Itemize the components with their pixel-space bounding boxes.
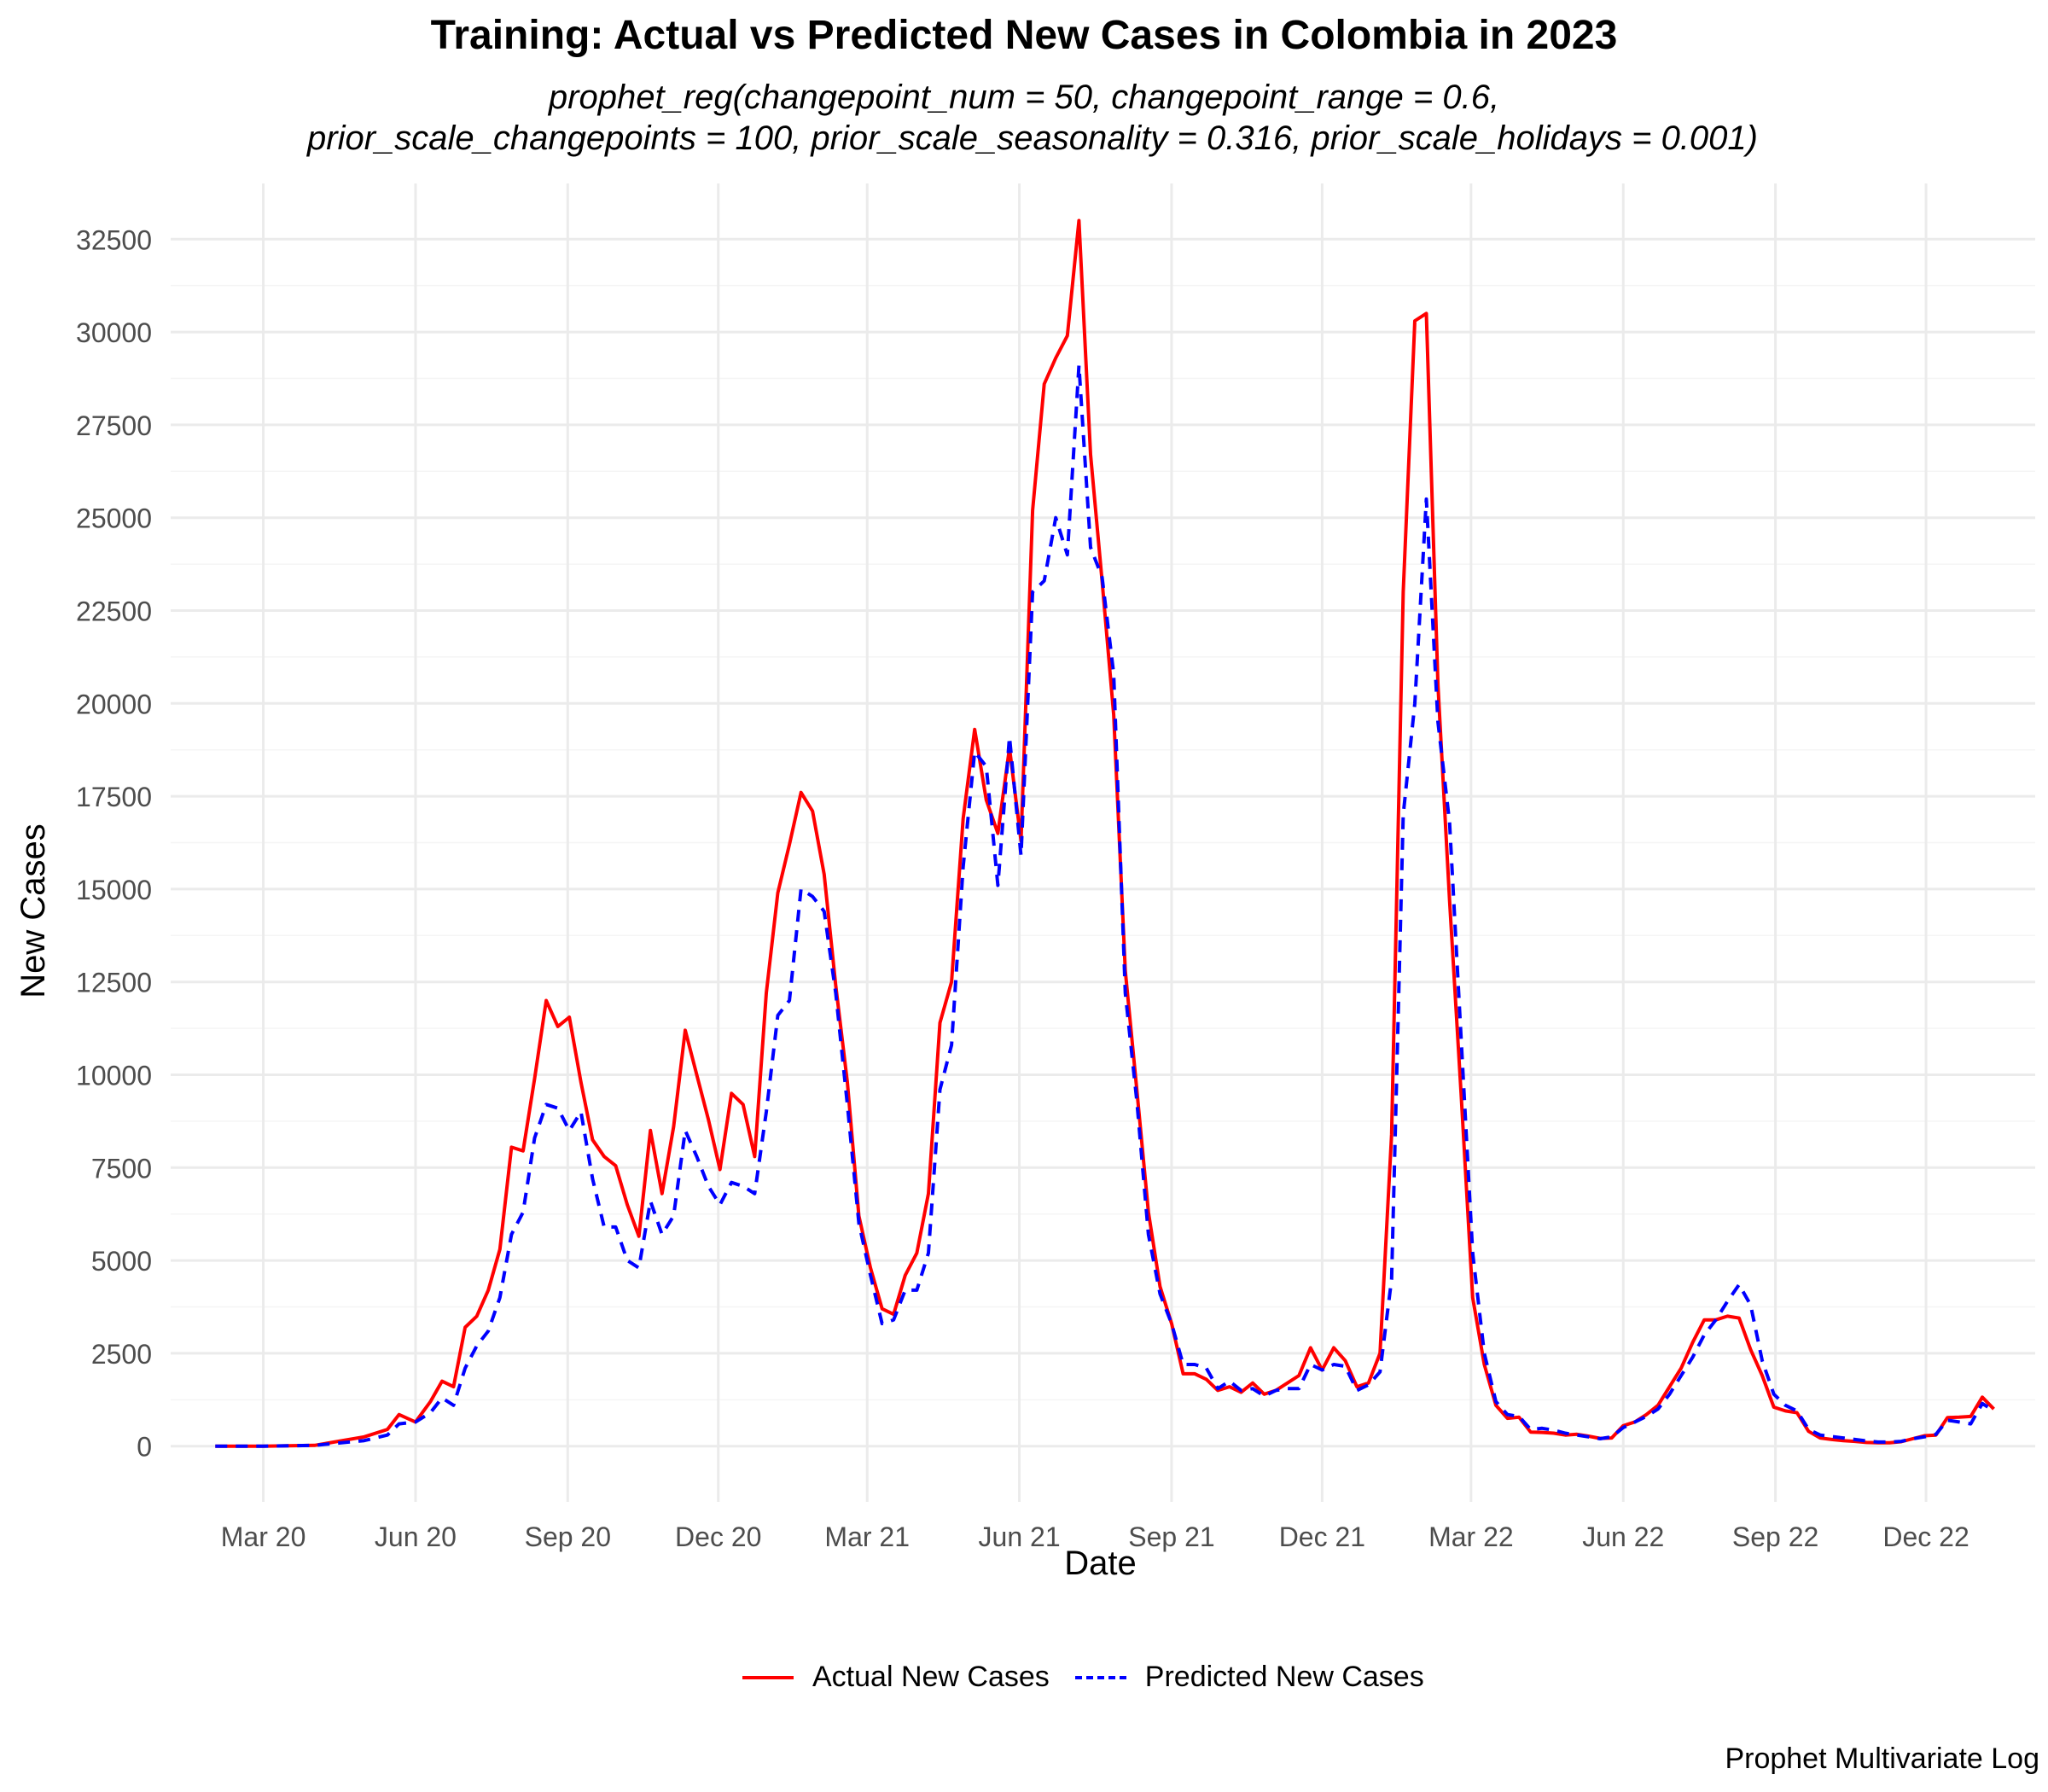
y-tick-label: 27500 [76, 410, 152, 441]
x-tick-label: Sep 22 [1732, 1521, 1818, 1552]
chart-subtitle-line2: prior_scale_changepoints = 100, prior_sc… [307, 119, 1758, 157]
x-tick-label: Dec 21 [1279, 1521, 1365, 1552]
y-axis-title: New Cases [15, 823, 52, 998]
x-tick-label: Dec 20 [675, 1521, 761, 1552]
x-tick-label: Mar 20 [221, 1521, 306, 1552]
x-tick-label: Mar 21 [824, 1521, 910, 1552]
series-predicted-line [215, 364, 1995, 1448]
y-tick-label: 10000 [76, 1061, 152, 1091]
legend-item-predicted: Predicted New Cases [1074, 1661, 1424, 1694]
x-axis-title: Date [1064, 1545, 1137, 1582]
y-tick-label: 15000 [76, 875, 152, 905]
x-tick-label: Jun 20 [375, 1521, 457, 1552]
chart-caption: Prophet Multivariate Log [1725, 1743, 2039, 1775]
chart-title: Training: Actual vs Predicted New Cases … [430, 13, 1618, 58]
x-tick-label: Jun 22 [1582, 1521, 1664, 1552]
y-tick-label: 22500 [76, 596, 152, 626]
y-tick-label: 12500 [76, 968, 152, 998]
chart-subtitle-line1: prophet_reg(changepoint_num = 50, change… [548, 79, 1500, 116]
series-actual-line [215, 218, 1995, 1448]
legend-item-actual: Actual New Cases [742, 1661, 1050, 1694]
y-tick-label: 30000 [76, 317, 152, 348]
x-tick-label: Sep 21 [1128, 1521, 1214, 1552]
y-tick-label: 25000 [76, 503, 152, 534]
y-tick-label: 20000 [76, 689, 152, 719]
x-tick-label: Mar 22 [1428, 1521, 1514, 1552]
legend-label-predicted: Predicted New Cases [1144, 1661, 1424, 1693]
legend: Actual New Cases Predicted New Cases [742, 1661, 1450, 1694]
y-tick-label: 17500 [76, 782, 152, 812]
legend-key-predicted [1074, 1675, 1126, 1679]
legend-key-actual [742, 1675, 794, 1679]
y-tick-label: 32500 [76, 224, 152, 255]
y-tick-label: 5000 [91, 1246, 152, 1277]
y-tick-label: 2500 [91, 1339, 152, 1370]
x-tick-label: Sep 20 [525, 1521, 611, 1552]
y-tick-label: 0 [137, 1432, 152, 1463]
x-tick-label: Dec 22 [1882, 1521, 1969, 1552]
legend-label-actual: Actual New Cases [812, 1661, 1050, 1693]
x-tick-label: Jun 21 [979, 1521, 1061, 1552]
y-tick-label: 7500 [91, 1153, 152, 1184]
